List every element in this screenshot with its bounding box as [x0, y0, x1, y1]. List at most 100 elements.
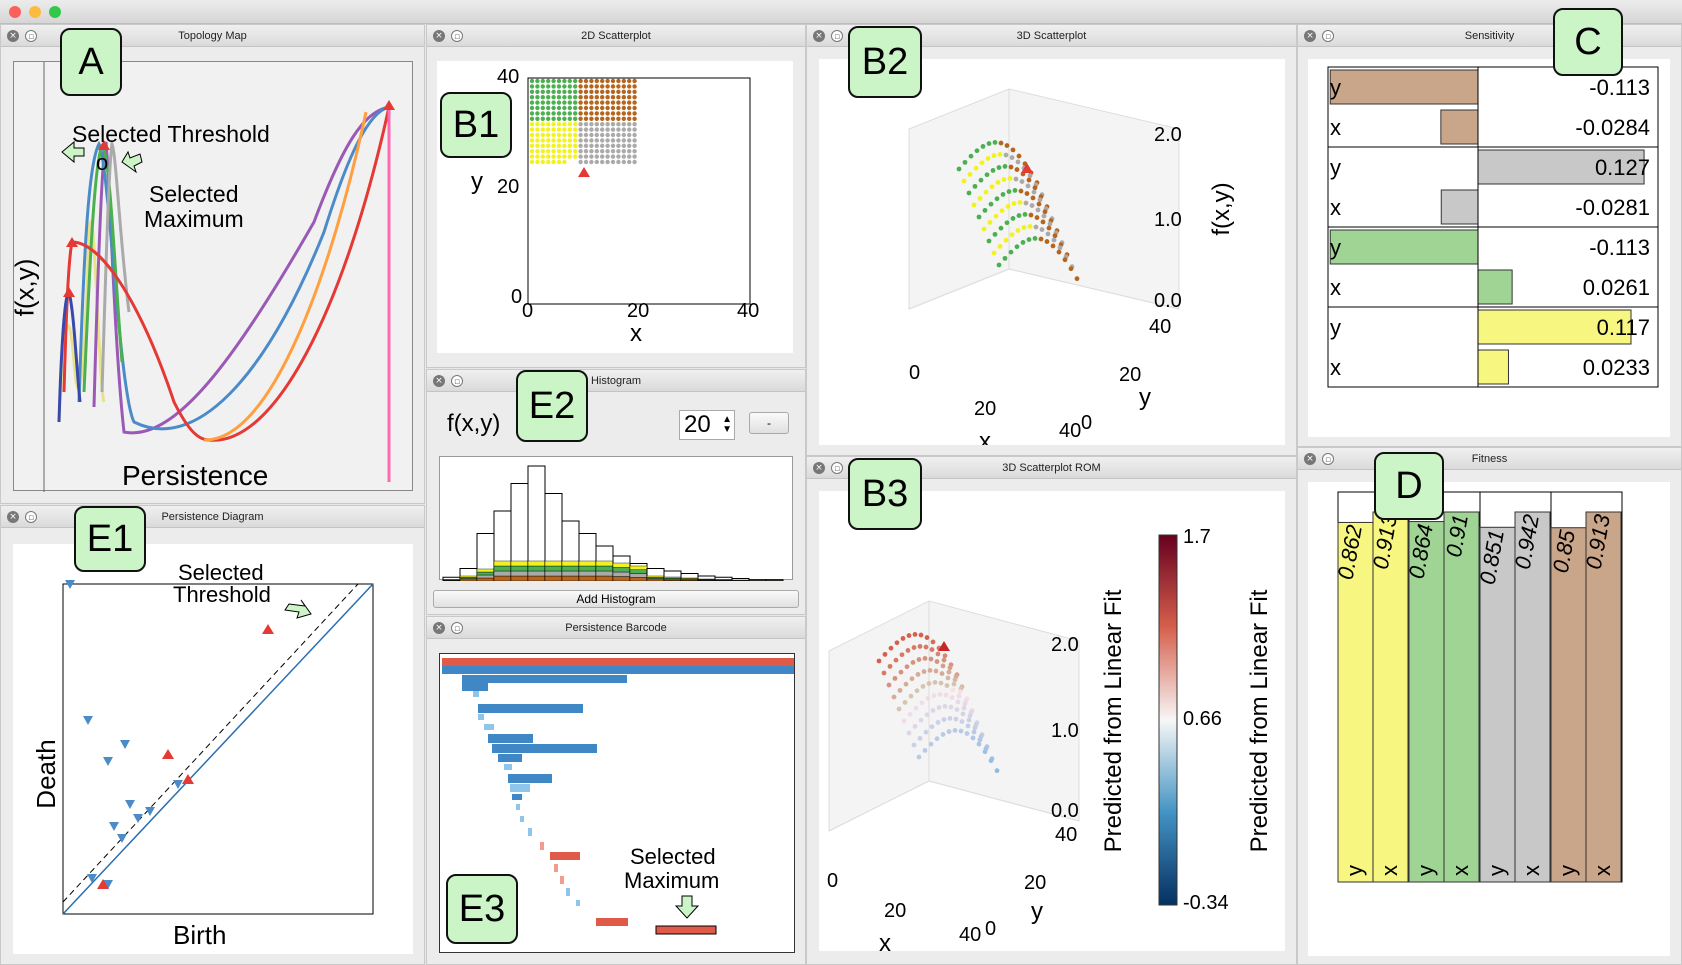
bins-spinbox[interactable]: 20 ▲ ▼ [679, 410, 735, 440]
histogram-segment [561, 570, 580, 577]
fitness-panel: × ▫ Fitness 0.862 y 0.913 x 0.864 y 0.91 x 0.851 y 0… [1297, 447, 1682, 965]
close-icon[interactable]: × [7, 30, 19, 42]
close-icon[interactable]: × [1304, 30, 1316, 42]
histogram-dash-button[interactable]: - [749, 412, 789, 434]
scatter-point [540, 100, 545, 105]
scatter-point [594, 84, 599, 89]
scatter-point [898, 669, 904, 675]
add-histogram-button[interactable]: Add Histogram [433, 590, 799, 608]
minimize-window-button[interactable] [29, 6, 41, 18]
close-icon[interactable]: × [433, 30, 445, 42]
scatter-point [600, 122, 605, 127]
scatter-point [928, 741, 934, 747]
curve-red [62, 106, 391, 442]
scatter-point [573, 132, 578, 138]
panel-title: Histogram [590, 375, 642, 387]
scatter-point [594, 122, 599, 127]
detach-icon[interactable]: ▫ [1322, 453, 1334, 465]
close-icon[interactable]: × [433, 375, 445, 387]
scatter-point [583, 154, 589, 159]
barcode-canvas[interactable]: Selected Maximum [439, 653, 795, 953]
scatter-point [551, 89, 556, 94]
scatter-point [949, 695, 955, 700]
scatter-point [600, 105, 605, 111]
sensitivity-value: -0.0284 [1575, 115, 1650, 140]
scatter-point [605, 138, 610, 143]
scatter-point [600, 78, 605, 84]
scatter-point [573, 111, 578, 116]
scatter-point [900, 636, 906, 641]
max-marker [938, 641, 950, 651]
scatter-point [929, 647, 935, 652]
sensitivity-canvas[interactable]: y -0.113 x -0.0284 y 0.127 x -0.0281 y -0.113 x 0.0… [1308, 59, 1670, 437]
scatter-point [947, 716, 953, 721]
detach-icon[interactable]: ▫ [451, 30, 463, 42]
scatter-point [567, 95, 572, 100]
fitness-canvas[interactable]: 0.862 y 0.913 x 0.864 y 0.91 x 0.851 y 0.942 x 0.85 y… [1308, 482, 1670, 956]
sensitivity-bar [1477, 349, 1509, 385]
scatter-point [605, 154, 610, 159]
scatter-point [562, 149, 567, 154]
scatter-point [917, 644, 923, 649]
scatter-point [529, 89, 535, 94]
detach-icon[interactable]: ▫ [25, 511, 37, 523]
sensitivity-value: 0.117 [1597, 315, 1650, 340]
selected-barcode-bar[interactable] [655, 925, 717, 935]
scatter-point [594, 100, 599, 105]
scatter-point [922, 656, 928, 661]
detach-icon[interactable]: ▫ [831, 462, 843, 474]
panel-title: Fitness [1471, 453, 1508, 465]
histogram-canvas[interactable] [439, 456, 793, 582]
detach-icon[interactable]: ▫ [1322, 30, 1334, 42]
scatter-point [556, 78, 562, 84]
y-tick: 20 [497, 176, 519, 198]
scatter-point [540, 78, 545, 84]
rom-ylabel: y [1031, 898, 1043, 925]
close-icon[interactable]: × [1304, 453, 1316, 465]
close-icon[interactable]: × [813, 462, 825, 474]
scatter-point [632, 116, 637, 121]
x-tick: 40 [959, 924, 981, 946]
scatter3d-canvas[interactable]: 0 20 40 0 20 40 2.0 1.0 0.0 x y f(x,y) [819, 59, 1285, 455]
scatter-point [600, 84, 605, 89]
scatter-point [908, 693, 914, 699]
colorbar-tick: 0.66 [1183, 708, 1222, 730]
scatter-point [594, 127, 599, 132]
rom-canvas[interactable]: 0 20 40 0 20 40 2.0 1.0 0.0 x y Predicte… [819, 491, 1285, 957]
detach-icon[interactable]: ▫ [451, 622, 463, 634]
scatter2d-canvas[interactable]: 0 20 40 40 20 0 x y [437, 61, 793, 353]
scatter-point [546, 78, 551, 84]
topology-canvas[interactable]: o Persistence Selected Threshold Selecte… [9, 61, 413, 492]
scatter-point [1026, 237, 1032, 242]
scatter-point [529, 111, 535, 116]
persistence-diagram-canvas[interactable]: Selected Threshold Birth Death [13, 544, 413, 954]
scatter-point [627, 111, 632, 116]
detach-icon[interactable]: ▫ [831, 30, 843, 42]
scatter-point [573, 95, 578, 100]
close-icon[interactable]: × [813, 30, 825, 42]
scatter-point [882, 651, 888, 657]
scatter-point [589, 122, 594, 127]
close-icon[interactable]: × [433, 622, 445, 634]
zoom-window-button[interactable] [49, 6, 61, 18]
scatter-point [589, 116, 594, 121]
scatter-point [610, 143, 616, 148]
close-icon[interactable]: × [7, 511, 19, 523]
barcode-bar [528, 828, 532, 836]
close-window-button[interactable] [9, 6, 21, 18]
scatter-point [529, 122, 535, 127]
scatter-point [600, 143, 605, 148]
sensitivity-value: 0.0261 [1583, 275, 1650, 300]
detach-icon[interactable]: ▫ [451, 375, 463, 387]
scatter-point [556, 143, 562, 148]
scatter-point [600, 116, 605, 121]
scatter-point [976, 214, 982, 220]
scatter-point [578, 95, 583, 100]
scatter-point [1004, 220, 1010, 226]
scatter-point [600, 159, 605, 165]
x-tick: 0 [909, 362, 920, 384]
scatter-point [992, 231, 998, 237]
detach-icon[interactable]: ▫ [25, 30, 37, 42]
stepper-icon[interactable]: ▲ ▼ [722, 414, 732, 435]
panel-title: 3D Scatterplot [1016, 30, 1087, 42]
